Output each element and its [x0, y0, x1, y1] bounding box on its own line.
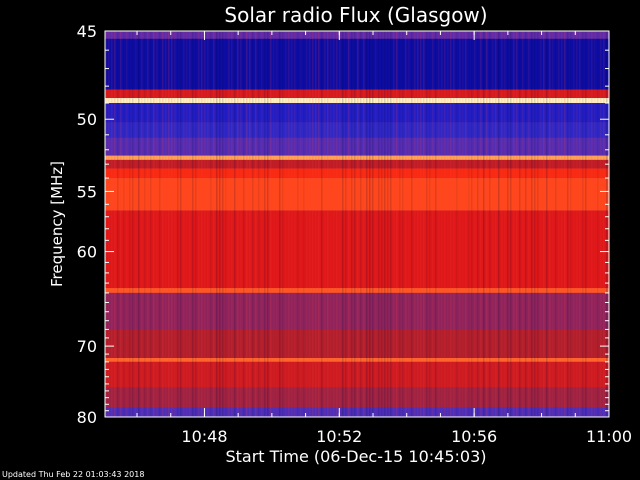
x-axis-label: Start Time (06-Dec-15 10:45:03) — [225, 447, 486, 466]
y-tick-label: 45 — [77, 22, 97, 41]
x-tick-label: 11:00 — [586, 427, 632, 446]
plot-area — [105, 31, 609, 417]
frequency-band — [105, 31, 609, 39]
frequency-band — [105, 137, 609, 156]
y-tick-label: 50 — [77, 110, 97, 129]
frequency-band — [105, 155, 609, 160]
y-tick-label: 60 — [77, 243, 97, 262]
x-tick-label: 10:56 — [451, 427, 497, 446]
frequency-band — [105, 159, 609, 169]
frequency-band — [105, 168, 609, 179]
frequency-band — [105, 288, 609, 293]
frequency-band — [105, 210, 609, 289]
x-tick-label: 10:52 — [316, 427, 362, 446]
updated-timestamp: Updated Thu Feb 22 01:03:43 2018 — [2, 470, 145, 479]
frequency-band — [105, 292, 609, 330]
y-tick-label: 55 — [77, 182, 97, 201]
frequency-band — [105, 407, 609, 417]
y-tick-label: 80 — [77, 408, 97, 427]
frequency-band — [105, 358, 609, 362]
plot-frame — [104, 30, 610, 418]
x-tick-label: 10:48 — [181, 427, 227, 446]
frequency-band — [105, 178, 609, 211]
chart-title: Solar radio Flux (Glasgow) — [224, 3, 487, 27]
frequency-band — [105, 122, 609, 138]
axis-ticks: 45 50 55 60 70 80 10:48 10:52 10:56 11:00 — [77, 22, 632, 446]
frequency-band — [105, 361, 609, 388]
y-axis-label: Frequency [MHz] — [48, 161, 66, 287]
spectrogram-texture — [105, 31, 608, 417]
frequency-band — [105, 329, 609, 358]
y-tick-label: 70 — [77, 337, 97, 356]
frequency-band — [105, 38, 609, 90]
frequency-band — [105, 387, 609, 408]
frequency-band — [105, 89, 609, 99]
frequency-band — [105, 103, 609, 123]
frequency-band — [105, 98, 609, 104]
